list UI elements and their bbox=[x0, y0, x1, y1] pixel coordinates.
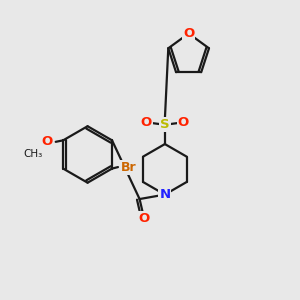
Text: CH₃: CH₃ bbox=[24, 149, 43, 159]
Text: O: O bbox=[183, 27, 194, 40]
Text: O: O bbox=[141, 116, 152, 129]
Text: Br: Br bbox=[121, 160, 136, 174]
Text: N: N bbox=[159, 188, 170, 201]
Text: O: O bbox=[178, 116, 189, 129]
Text: S: S bbox=[160, 118, 170, 131]
Text: O: O bbox=[41, 135, 52, 148]
Text: O: O bbox=[138, 212, 150, 225]
